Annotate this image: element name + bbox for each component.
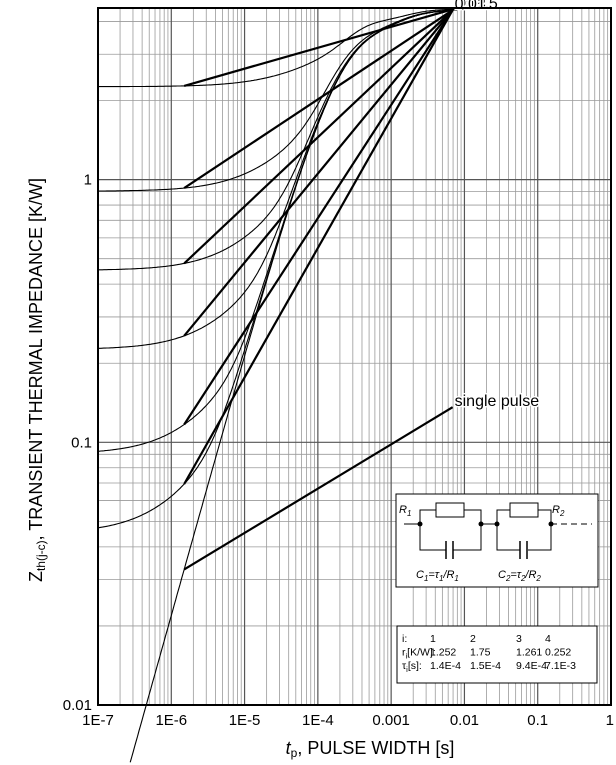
duty-cycle-line bbox=[183, 9, 454, 265]
table-cell: 1.5E-4 bbox=[470, 660, 501, 672]
y-axis-title-var: Z bbox=[26, 571, 46, 582]
table-row-label: ri[K/W]: bbox=[402, 647, 436, 661]
curve-label: D=0.5 bbox=[455, 0, 498, 12]
x-tick-label: 0.01 bbox=[450, 712, 479, 729]
x-tick-label: 0.1 bbox=[527, 712, 548, 729]
y-axis-title-sub: th(j-c) bbox=[34, 540, 48, 571]
x-tick-label: 1E-4 bbox=[302, 712, 334, 729]
y-tick-label: 0.01 bbox=[63, 697, 92, 714]
x-tick-label: 1E-6 bbox=[155, 712, 187, 729]
x-axis-title-rest: , PULSE WIDTH [s] bbox=[297, 738, 454, 758]
duty-cycle-line bbox=[183, 9, 454, 485]
x-axis-title: tp, PULSE WIDTH [s] bbox=[286, 738, 455, 760]
table-row-label: i: bbox=[402, 633, 407, 645]
table-cell: 4 bbox=[545, 633, 551, 645]
plot-frame bbox=[97, 7, 612, 706]
single-pulse-line bbox=[183, 406, 454, 571]
table-cell: 1 bbox=[430, 633, 436, 645]
table-cell: 1.261 bbox=[516, 647, 542, 659]
table-cell: 9.4E-4 bbox=[516, 660, 547, 672]
curve-label: single pulse bbox=[455, 393, 540, 410]
duty-cycle-line bbox=[183, 8, 453, 87]
x-axis-title-sub: p bbox=[291, 746, 298, 760]
table-cell: 7.1E-3 bbox=[545, 660, 576, 672]
rc-model-schematic: R1 R2 C1=τ1/R1 C2=τ2/R2 bbox=[395, 493, 599, 588]
curve-label: 0.01 bbox=[455, 0, 486, 13]
y-tick-label: 0.1 bbox=[71, 434, 92, 451]
table-row-label: τi[s]: bbox=[402, 660, 422, 674]
duty-cycle-line bbox=[183, 9, 454, 337]
table-cell: 2 bbox=[470, 633, 476, 645]
x-tick-label: 1E-5 bbox=[229, 712, 261, 729]
table-cell: 1.252 bbox=[430, 647, 456, 659]
y-tick-label: 1 bbox=[84, 172, 92, 189]
table-cell: 0.252 bbox=[545, 647, 571, 659]
schematic-label-c1: C1=τ1/R1 bbox=[416, 569, 459, 583]
major-grid bbox=[97, 8, 611, 706]
duty-cycle-line bbox=[183, 9, 454, 426]
capacitor-2 bbox=[519, 541, 528, 559]
y-axis-title: Zth(j-c), TRANSIENT THERMAL IMPEDANCE [K… bbox=[26, 178, 48, 582]
x-tick-label: 1 bbox=[606, 712, 614, 729]
y-tick-labels: 0.01 0.1 1 bbox=[63, 172, 92, 714]
x-tick-labels: 1E-7 1E-6 1E-5 1E-4 0.001 0.01 0.1 1 bbox=[82, 712, 614, 729]
duty-cycle-line bbox=[183, 9, 454, 189]
rc-parameter-table: i: 1 2 3 4 ri[K/W]:1.252 1.75 1.261 0.252 τi[s]: 1… bbox=[396, 625, 598, 684]
x-tick-label: 0.001 bbox=[372, 712, 410, 729]
table-cell: 1.75 bbox=[470, 647, 491, 659]
x-tick-label: 1E-7 bbox=[82, 712, 114, 729]
table-cell: 1.4E-4 bbox=[430, 660, 461, 672]
resistor-1 bbox=[435, 502, 465, 518]
resistor-2 bbox=[509, 502, 539, 518]
x-axis-title-var: t bbox=[286, 738, 292, 758]
table-box bbox=[396, 625, 598, 684]
table-cell: 3 bbox=[516, 633, 522, 645]
schematic-label-c2: C2=τ2/R2 bbox=[498, 569, 541, 583]
y-axis-title-rest: , TRANSIENT THERMAL IMPEDANCE [K/W] bbox=[26, 178, 46, 540]
